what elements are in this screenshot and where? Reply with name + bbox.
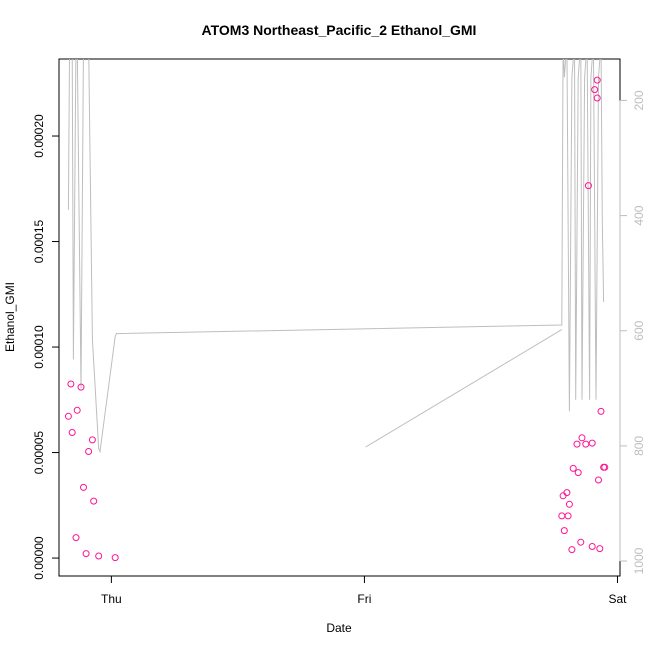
x-tick-label: Thu xyxy=(101,592,122,606)
y2-tick-label: 400 xyxy=(632,205,646,225)
data-point xyxy=(558,512,566,520)
data-point xyxy=(80,483,87,491)
data-point xyxy=(82,550,90,558)
data-point xyxy=(584,182,592,190)
y-axis-title: Ethanol_GMI xyxy=(3,282,17,352)
series-line-0 xyxy=(67,59,605,454)
data-point xyxy=(591,86,599,94)
data-point xyxy=(565,500,573,508)
data-point xyxy=(601,463,609,471)
data-point xyxy=(582,440,590,448)
data-point xyxy=(64,412,72,420)
data-point xyxy=(588,543,596,550)
y2-tick-label: 800 xyxy=(632,436,646,456)
data-point xyxy=(578,434,586,442)
data-point xyxy=(68,429,76,436)
data-point xyxy=(90,497,98,505)
data-point xyxy=(73,406,81,414)
data-point xyxy=(563,489,571,497)
data-point xyxy=(559,492,567,500)
data-point xyxy=(95,552,103,560)
y2-tick-label: 600 xyxy=(632,320,646,340)
chart-title: ATOM3 Northeast_Pacific_2 Ethanol_GMI xyxy=(202,22,477,38)
y-tick-label: 0.00015 xyxy=(32,219,46,263)
data-point xyxy=(72,534,80,542)
data-point xyxy=(88,436,96,444)
y-axis-right: 200 400 600 800 1000 xyxy=(619,90,646,574)
series-line-1 xyxy=(365,329,563,448)
y-tick-label: 0.00000 xyxy=(32,536,46,580)
data-point xyxy=(85,448,93,455)
data-point xyxy=(596,545,604,553)
data-point xyxy=(67,380,75,388)
y-tick-label: 0.00010 xyxy=(32,325,46,369)
data-point xyxy=(568,546,576,554)
data-point xyxy=(574,469,582,477)
data-point xyxy=(111,554,119,562)
y-tick-label: 0.00020 xyxy=(32,114,46,158)
x-tick-label: Fri xyxy=(357,592,371,606)
data-point xyxy=(593,94,601,102)
data-point xyxy=(597,407,605,415)
data-point xyxy=(77,383,85,391)
y-tick-label: 0.00005 xyxy=(32,431,46,475)
data-point xyxy=(573,440,581,448)
data-point xyxy=(560,527,568,535)
data-point xyxy=(593,76,601,84)
data-point xyxy=(595,476,602,484)
y-axis-left: 0.00000 0.00005 0.00010 0.00015 0.00020 xyxy=(32,114,60,580)
data-point xyxy=(564,512,572,520)
data-point xyxy=(577,538,585,546)
line-series-group xyxy=(67,59,605,454)
point-series-group xyxy=(64,76,609,562)
data-point xyxy=(569,464,577,472)
plot-area xyxy=(58,58,621,577)
y2-tick-label: 1000 xyxy=(632,547,646,574)
x-axis: Thu Fri Sat xyxy=(101,575,627,606)
x-axis-title: Date xyxy=(326,621,352,635)
data-point xyxy=(588,439,596,447)
x-tick-label: Sat xyxy=(608,592,627,606)
y2-tick-label: 200 xyxy=(632,90,646,110)
